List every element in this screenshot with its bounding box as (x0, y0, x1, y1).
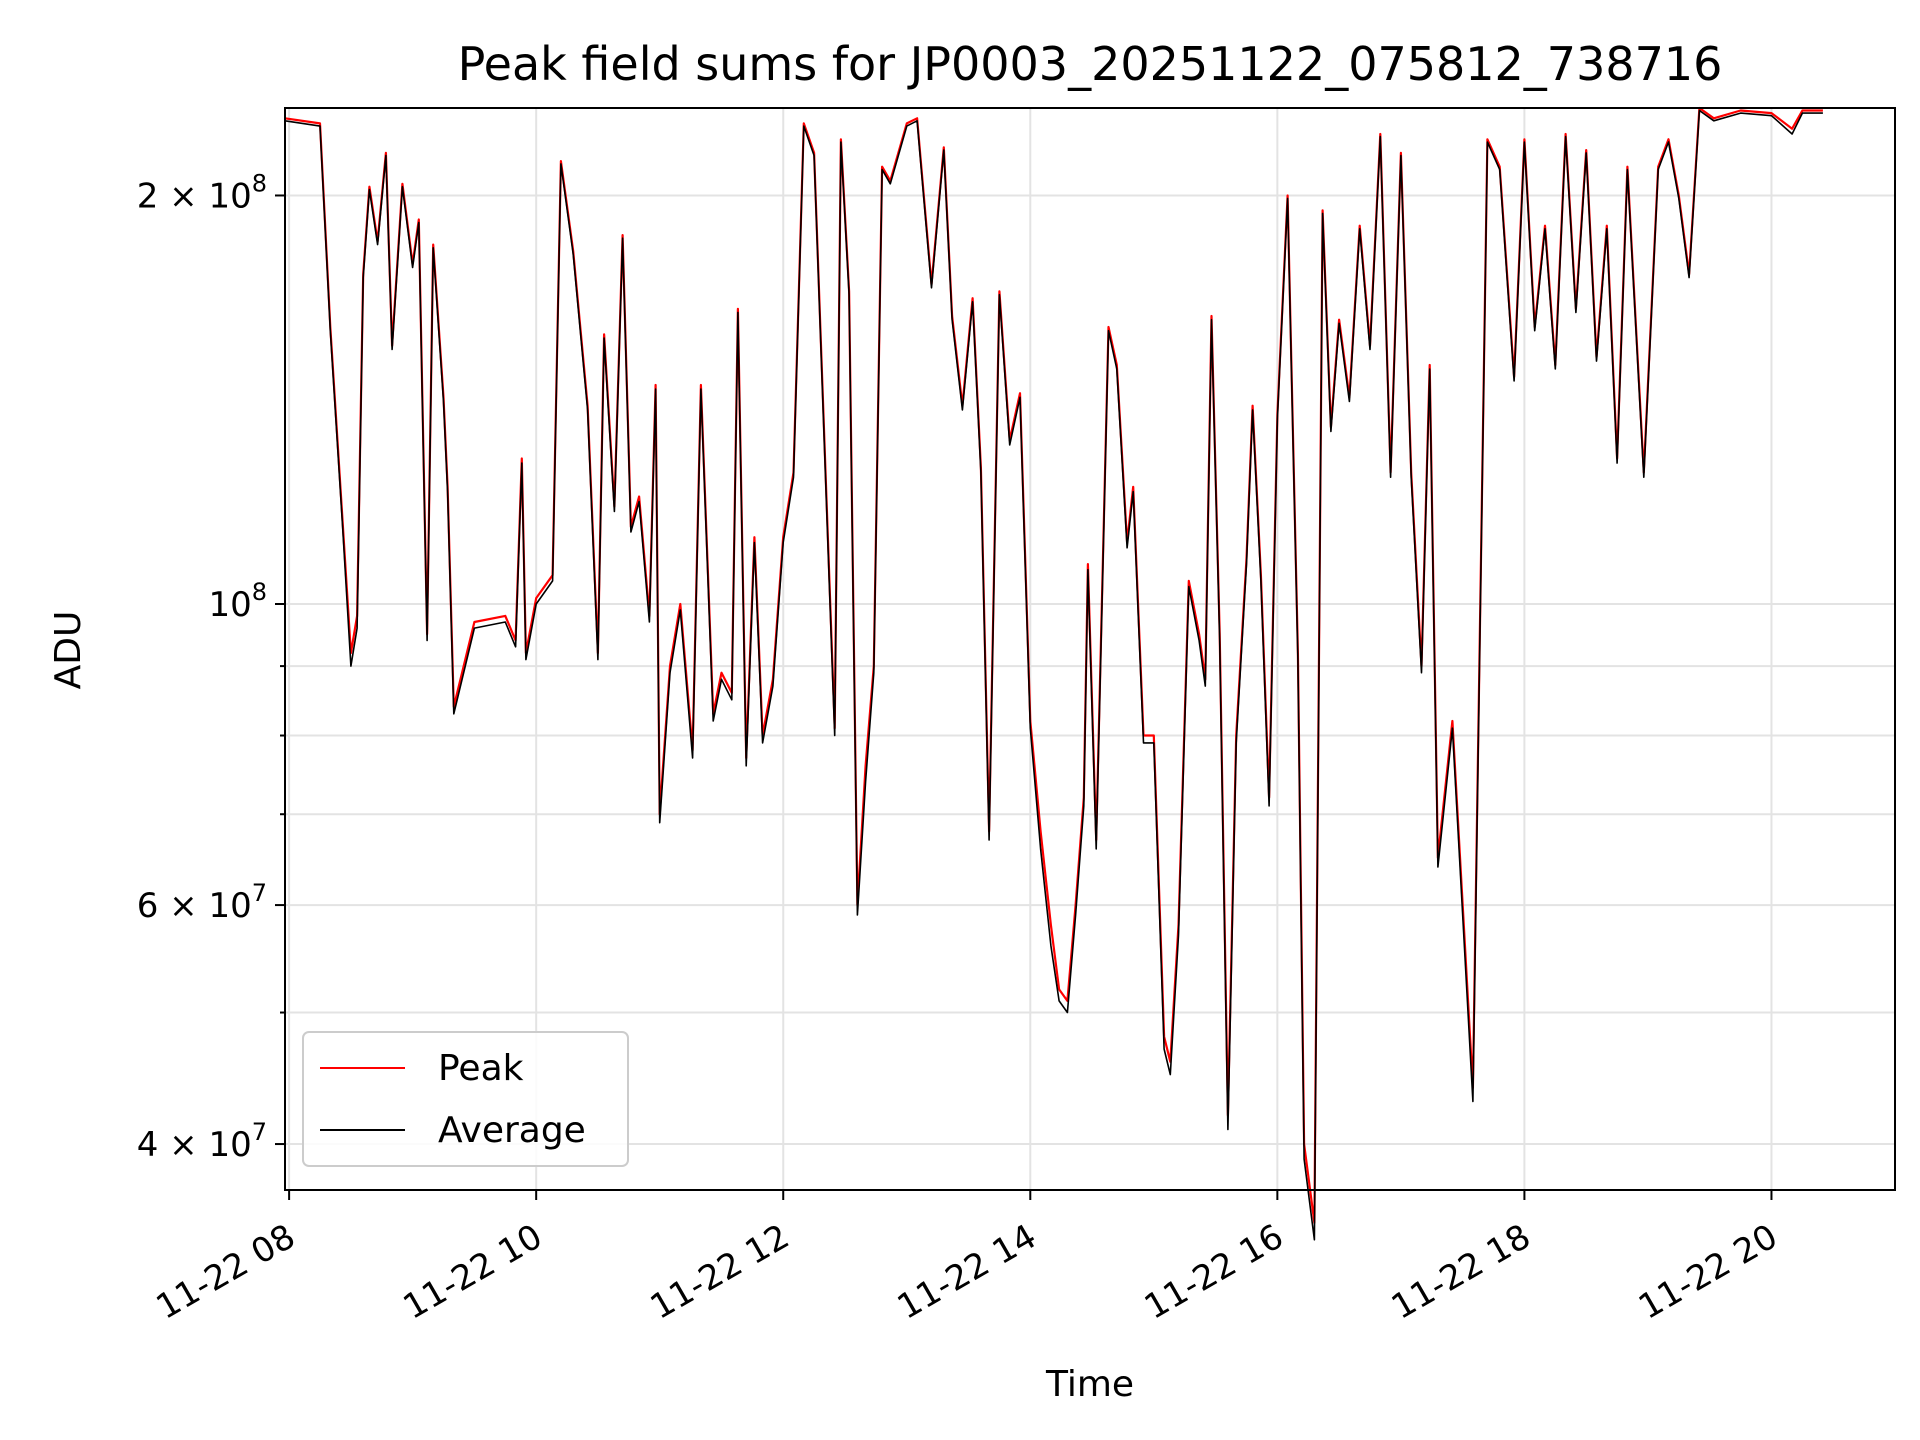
y-tick-label: 6 × 107 (137, 879, 267, 926)
plot-frame (284, 107, 1896, 1191)
x-axis-label: Time (1045, 1364, 1134, 1405)
y-tick-label: 4 × 107 (137, 1118, 267, 1165)
y-tick-label: 2 × 108 (137, 169, 267, 216)
series-line-average (284, 109, 1823, 1241)
legend-label-peak: Peak (438, 1048, 524, 1089)
legend: Peak Average (302, 1031, 629, 1167)
y-axis-ticks: 4 × 107 6 × 107 108 2 × 108 (137, 169, 285, 1165)
chart-title: Peak field sums for JP0003_20251122_0758… (458, 37, 1723, 91)
legend-box (302, 1031, 629, 1167)
legend-label-average: Average (438, 1110, 586, 1151)
y-axis-label: ADU (48, 611, 89, 690)
y-tick-label: 108 (208, 578, 267, 625)
plot-series (284, 106, 1823, 1241)
